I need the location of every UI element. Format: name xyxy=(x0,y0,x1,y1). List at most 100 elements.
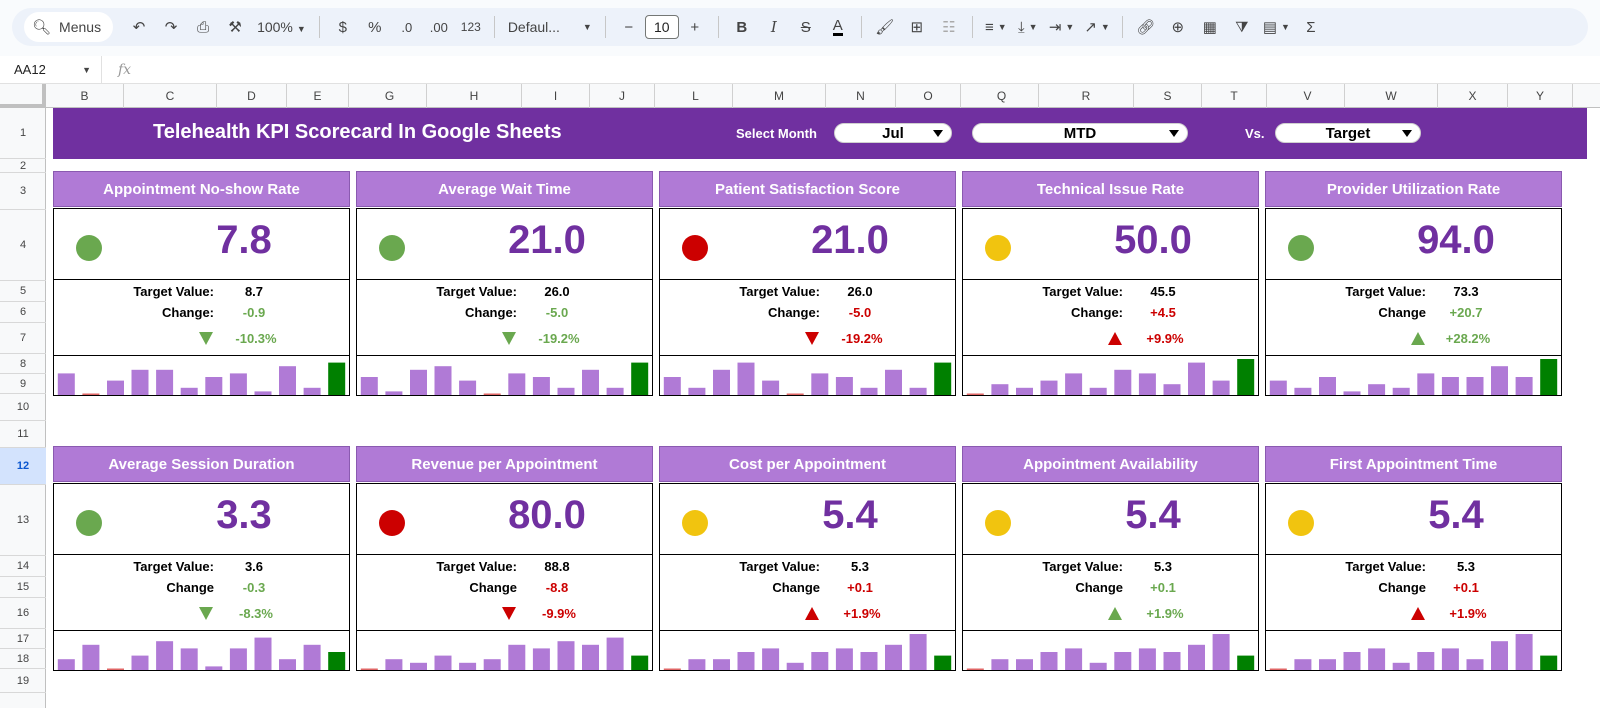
compare-dropdown[interactable]: Target xyxy=(1275,123,1421,143)
column-header-cell[interactable]: H xyxy=(427,84,522,108)
functions-button[interactable]: Σ xyxy=(1306,18,1316,36)
sparkline-bar xyxy=(1392,387,1410,395)
merge-cells-icon[interactable]: ☷ xyxy=(942,19,956,36)
currency-button[interactable]: $ xyxy=(338,18,347,36)
percent-button[interactable]: % xyxy=(368,18,382,36)
sparkline-bar xyxy=(82,644,100,670)
column-header-cell[interactable]: E xyxy=(287,84,349,108)
comment-icon[interactable]: ⊕ xyxy=(1171,19,1185,36)
change-percent: -19.2% xyxy=(841,331,883,346)
column-header-cell[interactable]: O xyxy=(896,84,961,108)
borders-icon[interactable]: ⊞ xyxy=(910,19,924,36)
row-header-cell[interactable]: 14 xyxy=(0,556,46,577)
bold-button[interactable]: B xyxy=(736,18,748,36)
kpi-card-body: 21.0 Target Value: 26.0 Change: -5.0 -19.2% xyxy=(659,208,956,396)
row-header-cell[interactable]: 19 xyxy=(0,669,46,693)
increase-decimal-button[interactable]: .00 xyxy=(429,19,448,35)
arrow-down-icon xyxy=(805,332,819,345)
select-all-corner[interactable] xyxy=(0,84,46,108)
zoom-select[interactable]: 100% ▼ xyxy=(251,19,312,35)
column-header-cell[interactable]: B xyxy=(46,84,124,108)
month-dropdown[interactable]: Jul xyxy=(834,123,952,143)
strikethrough-button[interactable]: S xyxy=(800,18,811,36)
row-header-cell[interactable]: 10 xyxy=(0,394,46,421)
column-header-cell[interactable]: C xyxy=(124,84,217,108)
title-banner: Telehealth KPI Scorecard In Google Sheet… xyxy=(53,108,1587,159)
row-header-cell[interactable]: 5 xyxy=(0,281,46,302)
sparkline-svg xyxy=(966,634,1255,670)
column-header-cell[interactable]: N xyxy=(826,84,896,108)
sparkline-svg xyxy=(360,362,649,395)
row-header-cell[interactable]: 16 xyxy=(0,598,46,629)
row-header-cell[interactable]: 4 xyxy=(0,210,46,281)
filter-icon[interactable]: ⧩ xyxy=(1235,18,1249,36)
fill-color-icon[interactable]: 🖌︎ xyxy=(875,19,895,36)
name-box[interactable]: AA12 ▼ xyxy=(0,55,102,84)
kpi-value: 5.4 xyxy=(1428,493,1484,537)
status-dot-icon xyxy=(379,510,405,536)
formula-bar: AA12 ▼ fx xyxy=(0,55,1600,84)
column-header-cell[interactable]: W xyxy=(1345,84,1438,108)
text-color-button[interactable]: A xyxy=(824,13,852,41)
font-size-input[interactable]: 10 xyxy=(644,15,679,39)
row-header-cell[interactable]: 12 xyxy=(0,448,46,485)
row-header-cell[interactable]: 11 xyxy=(0,421,46,448)
italic-button[interactable]: I xyxy=(770,18,777,36)
table-view-icon[interactable]: ▤ ▼ xyxy=(1262,19,1290,36)
arrow-up-icon xyxy=(1411,332,1425,345)
column-header-cell[interactable]: J xyxy=(590,84,655,108)
status-dot-icon xyxy=(76,235,102,261)
column-header-cell[interactable]: Y xyxy=(1508,84,1573,108)
text-wrap-icon[interactable]: ⇥ ▼ xyxy=(1048,19,1075,36)
row-header-cell[interactable]: 8 xyxy=(0,354,46,374)
column-header-cell[interactable]: I xyxy=(522,84,590,108)
separator xyxy=(604,16,606,38)
align-icon[interactable]: ≡ ▼ xyxy=(984,18,1007,36)
row-header-cell[interactable]: 13 xyxy=(0,485,46,556)
sparkline-bar xyxy=(328,362,346,395)
chart-icon[interactable]: ▦ xyxy=(1202,19,1217,36)
period-dropdown[interactable]: MTD xyxy=(972,123,1188,143)
chevron-down-icon: ▼ xyxy=(82,64,91,75)
row-header-cell[interactable]: 18 xyxy=(0,649,46,669)
decrease-decimal-button[interactable]: .0 xyxy=(401,19,413,35)
row-header-cell[interactable]: 1 xyxy=(0,108,46,159)
column-header-cell[interactable]: G xyxy=(353,84,427,108)
column-header-cell[interactable]: M xyxy=(733,84,826,108)
number-format-button[interactable]: 123 xyxy=(460,20,481,34)
sparkline-bar xyxy=(1368,384,1386,395)
row-header-cell[interactable]: 2 xyxy=(0,159,46,173)
row-header-cell[interactable]: 7 xyxy=(0,323,46,354)
row-header-cell[interactable]: 3 xyxy=(0,173,46,210)
row-header: 1 2 3 4 5 6 7 8 9 10 11 12 13 14 15 16 17 18 19 xyxy=(0,108,46,708)
column-header-cell[interactable]: D xyxy=(217,84,287,108)
row-header-cell[interactable]: 17 xyxy=(0,629,46,649)
text-rotate-icon[interactable]: ↗ ▼ xyxy=(1084,19,1110,36)
column-header-cell[interactable]: L xyxy=(659,84,733,108)
print-icon[interactable]: ⎙ xyxy=(197,18,210,36)
column-header-cell[interactable]: V xyxy=(1271,84,1345,108)
column-header-cell[interactable]: R xyxy=(1039,84,1134,108)
sparkline-bar xyxy=(631,655,649,670)
font-size-decrease-button[interactable]: − xyxy=(624,18,634,36)
column-header-cell[interactable]: X xyxy=(1438,84,1508,108)
vertical-align-icon[interactable]: ⤓ ▼ xyxy=(1018,18,1038,36)
sparkline-bar xyxy=(483,659,501,670)
undo-icon[interactable]: ↶ xyxy=(132,19,146,36)
row-header-cell[interactable]: 15 xyxy=(0,577,46,598)
column-header-cell[interactable]: Q xyxy=(965,84,1039,108)
redo-icon[interactable]: ↷ xyxy=(164,19,178,36)
font-size-increase-button[interactable]: + xyxy=(690,18,700,36)
kpi-card: Provider Utilization Rate 94.0 Target Valu… xyxy=(1265,171,1562,396)
row-header-cell[interactable]: 6 xyxy=(0,302,46,323)
link-icon[interactable]: 🔗︎ xyxy=(1136,19,1156,36)
kpi-card-body: 5.4 Target Value: 5.3 Change +0.1 +1.9% xyxy=(962,483,1259,671)
column-header-cell[interactable]: S xyxy=(1134,84,1202,108)
row-header-cell[interactable]: 9 xyxy=(0,374,46,394)
arrow-up-icon xyxy=(1108,607,1122,620)
formula-input[interactable] xyxy=(131,56,1600,84)
column-header-cell[interactable]: T xyxy=(1202,84,1267,108)
font-family-select[interactable]: Defaul... ▼ xyxy=(502,19,598,35)
paint-format-icon[interactable]: ⚒ xyxy=(228,19,242,36)
menus-search[interactable]: 🔍︎ Menus xyxy=(24,12,114,42)
